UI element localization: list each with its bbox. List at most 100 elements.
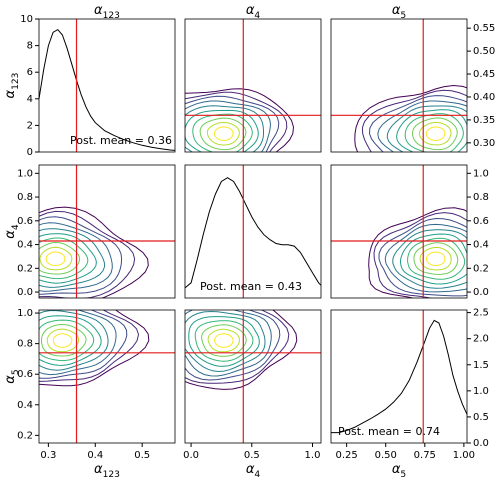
y-axis-label-0-symbol: α [3, 89, 18, 98]
right-tick-label-1-5: 1.0 [473, 168, 489, 179]
contour-0-1-4 [185, 105, 264, 152]
left-tick-label-2-2: 0.6 [17, 369, 33, 380]
contour-1-2-9 [425, 251, 446, 266]
contour-2-1-9 [213, 333, 234, 348]
right-tick-label-2-3: 1.5 [473, 360, 489, 371]
panel-frame-1-1 [184, 164, 322, 299]
x-axis-label-0-subscript: 123 [103, 470, 121, 477]
contour-1-2-7 [413, 242, 459, 276]
contour-1-2-0 [368, 207, 467, 298]
contour-2-1-5 [188, 316, 260, 367]
bottom-tick-label-0-1: 0.4 [87, 450, 103, 461]
contour-0-1-5 [185, 109, 259, 152]
bottom-tick-label-0-0: 0.3 [40, 450, 56, 461]
contour-1-0-0 [39, 206, 149, 298]
contour-0-2-8 [418, 121, 452, 146]
y-axis-label-0-subscript: 123 [11, 72, 21, 90]
contour-2-0-0 [39, 310, 150, 387]
contour-1-0-2 [39, 216, 123, 295]
contour-2-1-8 [207, 328, 241, 353]
contour-2-0-7 [40, 323, 87, 357]
diag-panel-0: Post. mean = 0.36 [38, 19, 176, 152]
contour-0-1-2 [185, 95, 280, 152]
contour-0-2-0 [354, 84, 467, 152]
contour-2-1-2 [185, 310, 281, 381]
left-tick-label-1-4: 0.8 [17, 192, 33, 203]
y-axis-label-0: α123 [3, 72, 21, 98]
density-curve-0 [38, 28, 176, 151]
contour-0-2-4 [386, 105, 467, 152]
y-axis-label-1-symbol: α [3, 230, 18, 239]
contour-1-2-4 [392, 229, 467, 289]
right-tick-label-2-4: 2.0 [473, 334, 489, 345]
contour-2-0-4 [39, 310, 109, 371]
panel-frame-0-0 [38, 18, 176, 153]
bottom-tick-label-1-1: 0.5 [244, 450, 260, 461]
bottom-tick-label-2-2: 0.75 [414, 450, 436, 461]
y-axis-label-1: α4 [3, 224, 21, 239]
left-tick-label-0-3: 6 [27, 67, 33, 78]
left-tick-label-0-4: 8 [27, 41, 33, 52]
left-tick-label-2-0: 0.2 [17, 430, 33, 441]
contour-lines-2-0 [39, 310, 150, 387]
left-tick-label-1-1: 0.2 [17, 263, 33, 274]
contour-2-1-6 [194, 320, 254, 362]
density-curve-2 [331, 319, 468, 434]
column-title-1-subscript: 4 [254, 11, 260, 21]
contour-0-1-3 [185, 100, 272, 152]
column-title-0-subscript: 123 [103, 11, 121, 21]
right-tick-label-2-2: 1.0 [473, 386, 489, 397]
right-tick-label-2-1: 0.5 [473, 412, 489, 423]
right-tick-label-0-0: 0.30 [473, 138, 495, 149]
contour-0-1-1 [185, 91, 288, 152]
right-tick-label-0-1: 0.35 [473, 115, 495, 126]
contour-2-1-3 [185, 310, 272, 377]
contour-1-0-5 [39, 233, 97, 284]
left-tick-label-1-0: 0.0 [17, 287, 33, 298]
right-tick-label-0-2: 0.40 [473, 92, 495, 103]
panel-frame-1-2 [330, 164, 468, 299]
contour-1-2-3 [384, 223, 467, 293]
left-tick-label-0-0: 0 [27, 147, 33, 158]
contour-0-2-7 [411, 117, 458, 151]
post-mean-label-2: Post. mean = 0.74 [338, 425, 440, 438]
contour-2-1-0 [185, 310, 298, 390]
contour-0-1-7 [199, 117, 247, 151]
diag-panel-1: Post. mean = 0.43 [184, 165, 322, 298]
panel-frame-2-2 [330, 309, 468, 444]
contour-lines-2-1 [185, 310, 298, 390]
column-title-0-symbol: α [94, 3, 103, 18]
contour-2-1-4 [185, 310, 266, 373]
contour-2-0-3 [39, 310, 117, 376]
panel-frame-2-0 [38, 309, 176, 444]
column-title-1-symbol: α [246, 3, 255, 18]
contour-2-1-1 [185, 310, 290, 384]
y-axis-label-2-subscript: 5 [11, 369, 21, 375]
x-axis-label-2-symbol: α [392, 462, 401, 477]
contour-2-0-9 [52, 333, 73, 348]
left-tick-label-2-4: 1.0 [17, 308, 33, 319]
contour-0-2-2 [368, 95, 467, 152]
right-tick-label-1-2: 0.4 [473, 240, 489, 251]
post-mean-label-1: Post. mean = 0.43 [200, 280, 302, 293]
left-tick-label-0-1: 2 [27, 120, 33, 131]
contour-panel-2-0 [39, 310, 175, 443]
contour-1-0-7 [39, 241, 81, 275]
x-axis-label-0-symbol: α [94, 462, 103, 477]
right-tick-label-1-3: 0.6 [473, 216, 489, 227]
contour-1-2-8 [419, 246, 452, 271]
corner-plot: Post. mean = 0.36 Post. mean = 0.43 Post. … [3, 3, 496, 477]
contour-panel-1-0 [39, 165, 175, 298]
panel-frame-0-1 [184, 18, 322, 153]
column-title-0: α123 [94, 3, 120, 21]
contour-2-0-1 [39, 310, 140, 382]
contour-2-0-5 [39, 315, 102, 366]
bottom-tick-label-0-2: 0.5 [134, 450, 150, 461]
left-tick-label-2-3: 0.8 [17, 339, 33, 350]
bottom-tick-label-1-2: 1.0 [305, 450, 321, 461]
panel-frame-0-2 [330, 18, 468, 153]
panel-frame-1-0 [38, 164, 176, 299]
right-tick-label-2-0: 0.0 [473, 438, 489, 449]
contour-0-1-0 [185, 88, 295, 152]
